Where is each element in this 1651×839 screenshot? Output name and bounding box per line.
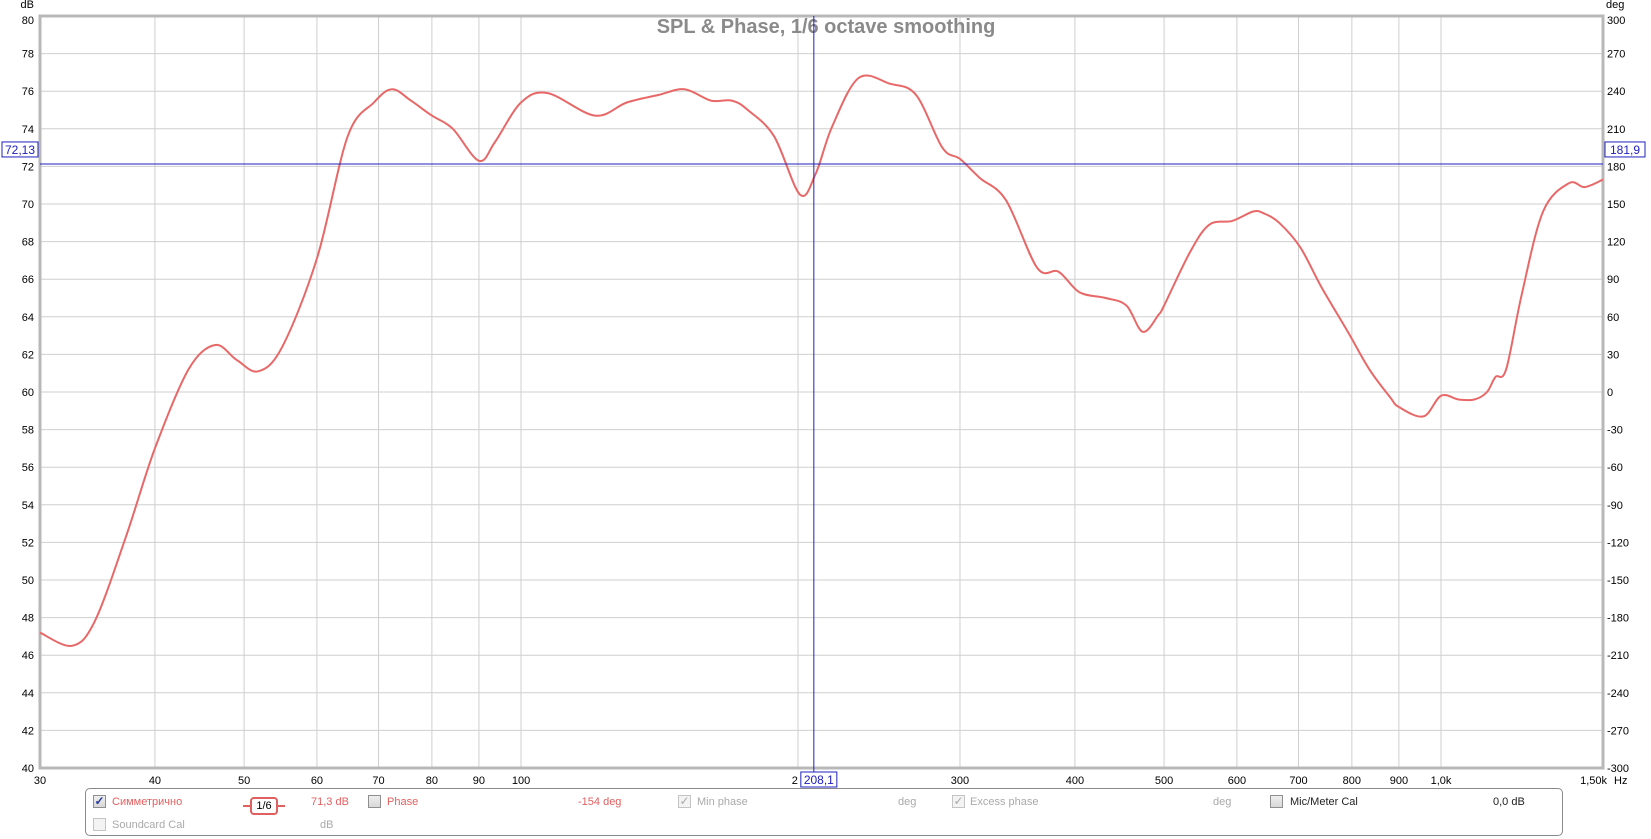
y-tick-label: 50 xyxy=(22,575,34,587)
phase-value: -154 deg xyxy=(578,796,622,808)
y-tick-label: 44 xyxy=(22,688,34,700)
y2-tick-label: -180 xyxy=(1607,613,1629,625)
cursor-x-readout: 208,1 xyxy=(804,773,834,787)
x-tick-label: 50 xyxy=(238,775,250,787)
x-tick-label: 300 xyxy=(951,775,969,787)
y2-tick-label: -210 xyxy=(1607,650,1629,662)
y-tick-label: 70 xyxy=(22,199,34,211)
y-tick-label: 58 xyxy=(22,425,34,437)
y-tick-label: 62 xyxy=(22,349,34,361)
y2-tick-label: -120 xyxy=(1607,537,1629,549)
cursor-x-readout-box xyxy=(800,771,838,788)
y2-tick-label: 30 xyxy=(1607,349,1619,361)
x-tick-label: 1,50k xyxy=(1580,775,1607,787)
y2-tick-label: 120 xyxy=(1607,237,1625,249)
y-tick-label: 66 xyxy=(22,274,34,286)
x-tick-label: 70 xyxy=(372,775,384,787)
mic-cal-checkbox[interactable] xyxy=(1270,795,1283,808)
y2-tick-label: -30 xyxy=(1607,425,1623,437)
series-line xyxy=(39,74,1604,647)
y2-tick-label: -60 xyxy=(1607,462,1623,474)
soundcard-cal-value: dB xyxy=(320,819,334,831)
cursor-y-readout-box xyxy=(1,141,39,158)
excess-phase-label: Excess phase xyxy=(970,796,1039,808)
y-tick-label: 48 xyxy=(22,613,34,625)
y2-tick-label: 150 xyxy=(1607,199,1625,211)
cursor-y2-readout-box xyxy=(1604,141,1646,158)
phase-label: Phase xyxy=(387,796,419,808)
soundcard-cal-label: Soundcard Cal xyxy=(112,819,185,831)
y2-tick-label: 0 xyxy=(1607,387,1613,399)
x-tick-label: 60 xyxy=(311,775,323,787)
trace-line-swatch-right xyxy=(277,805,285,807)
y-tick-label: 56 xyxy=(22,462,34,474)
min-phase-checkbox[interactable]: ✓ xyxy=(678,794,691,808)
axis-ticks: 40 42 44 46 48 50 52 54 56 58 60 62 64 66 68 70 72 74 76 78… xyxy=(22,15,1629,787)
cursor-y2-readout: 181,9 xyxy=(1610,143,1640,157)
x-tick-label: 800 xyxy=(1343,775,1361,787)
plot-frame xyxy=(38,14,1605,770)
mic-cal-label: Mic/Meter Cal xyxy=(1290,796,1358,808)
smoothing-badge[interactable]: 1/6 xyxy=(250,797,278,815)
y-tick-label: 60 xyxy=(22,387,34,399)
trace-label: Симметрично xyxy=(112,796,183,808)
excess-phase-value: deg xyxy=(1213,796,1232,808)
y2-tick-label: 60 xyxy=(1607,312,1619,324)
y-tick-label: 78 xyxy=(22,49,34,61)
y2-tick-label: 240 xyxy=(1607,86,1625,98)
y-tick-label: 42 xyxy=(22,725,34,737)
y2-axis-label: deg xyxy=(1606,0,1624,11)
trace-line-swatch-left xyxy=(243,805,251,807)
x-tick-label: 90 xyxy=(473,775,485,787)
y-tick-label: 64 xyxy=(22,312,34,324)
x-tick-label: 400 xyxy=(1066,775,1084,787)
y-tick-label: 76 xyxy=(22,86,34,98)
y2-tick-label: 300 xyxy=(1607,15,1625,27)
x-axis-unit: Hz xyxy=(1614,775,1627,787)
y-tick-label: 46 xyxy=(22,650,34,662)
y-tick-label: 80 xyxy=(22,15,34,27)
y-tick-label: 74 xyxy=(22,124,34,136)
x-tick-label: 900 xyxy=(1390,775,1408,787)
y2-tick-label: 180 xyxy=(1607,161,1625,173)
chart-title: SPL & Phase, 1/6 octave smoothing xyxy=(657,16,996,38)
x-tick-label: 80 xyxy=(426,775,438,787)
cursor-y-readout: 72,13 xyxy=(5,143,35,157)
phase-checkbox[interactable] xyxy=(368,795,381,808)
y-axis-label: dB xyxy=(21,0,34,11)
x-tick-label: 1,0k xyxy=(1431,775,1452,787)
y2-tick-label: -300 xyxy=(1607,763,1629,775)
min-phase-label: Min phase xyxy=(697,796,748,808)
soundcard-cal-checkbox[interactable] xyxy=(93,818,106,831)
y2-tick-label: -270 xyxy=(1607,725,1629,737)
y-tick-label: 40 xyxy=(22,763,34,775)
x-tick-label: 2 xyxy=(792,775,798,787)
y2-tick-label: 90 xyxy=(1607,274,1619,286)
trace-checkbox[interactable]: ✓ xyxy=(93,794,106,808)
y-tick-label: 72 xyxy=(22,161,34,173)
y2-tick-label: -240 xyxy=(1607,688,1629,700)
y-tick-label: 68 xyxy=(22,237,34,249)
min-phase-value: deg xyxy=(898,796,917,808)
x-tick-label: 100 xyxy=(512,775,530,787)
grid xyxy=(40,15,1603,769)
legend-panel xyxy=(85,788,1563,836)
y-tick-label: 54 xyxy=(22,500,34,512)
x-tick-label: 600 xyxy=(1228,775,1246,787)
y2-tick-label: -150 xyxy=(1607,575,1629,587)
x-tick-label: 40 xyxy=(149,775,161,787)
mic-cal-value: 0,0 dB xyxy=(1493,796,1525,808)
cursor[interactable]: 72,13 181,9 208,1 xyxy=(1,16,1646,788)
y2-tick-label: 270 xyxy=(1607,49,1625,61)
trace-value: 71,3 dB xyxy=(311,796,349,808)
x-tick-label: 700 xyxy=(1289,775,1307,787)
y2-tick-label: 210 xyxy=(1607,124,1625,136)
x-tick-label: 500 xyxy=(1155,775,1173,787)
x-tick-label: 30 xyxy=(34,775,46,787)
excess-phase-checkbox[interactable]: ✓ xyxy=(952,794,965,808)
series-layer xyxy=(39,74,1604,647)
y2-tick-label: -90 xyxy=(1607,500,1623,512)
y-tick-label: 52 xyxy=(22,537,34,549)
